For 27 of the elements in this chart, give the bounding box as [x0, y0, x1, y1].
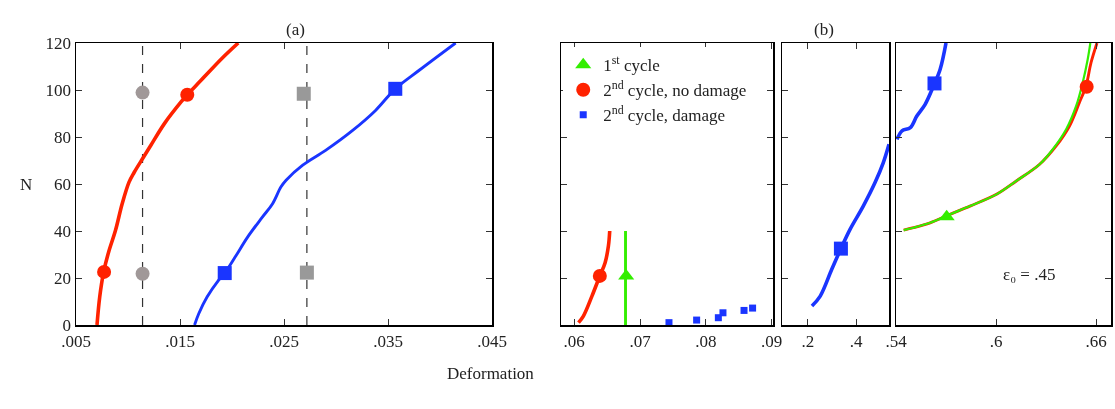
chart-title: (b) — [814, 20, 834, 39]
x-tick-label: .54 — [885, 331, 908, 351]
x-axis-title: Deformation — [447, 364, 535, 383]
y-tick-label: 120 — [45, 33, 72, 53]
y-tick-label: 80 — [54, 127, 72, 147]
annotation: ε₀ = .45 — [1003, 265, 1056, 284]
y-tick-label: 40 — [54, 221, 72, 241]
chart-title: (a) — [286, 20, 305, 39]
x-tick-label: .035 — [373, 331, 403, 351]
x-tick-label: .025 — [269, 331, 299, 351]
x-tick-label: .07 — [629, 331, 652, 351]
x-tick-label: .015 — [165, 331, 195, 351]
y-tick-label: 100 — [45, 80, 72, 100]
x-tick-label: .6 — [989, 331, 1003, 351]
x-tick-label: .4 — [849, 331, 863, 351]
x-tick-label: .66 — [1085, 331, 1107, 351]
legend-label: 1$^{st}$ cycle — [603, 53, 660, 76]
x-tick-label: .2 — [801, 331, 815, 351]
x-tick-label: .08 — [695, 331, 717, 351]
x-tick-label: .09 — [761, 331, 783, 351]
legend-label: 2$^{nd}$ cycle, no damage — [603, 78, 747, 101]
y-tick-label: 60 — [54, 174, 72, 194]
x-tick-label: .045 — [477, 331, 507, 351]
y-axis-title: N — [20, 175, 33, 194]
legend-label: 2$^{nd}$ cycle, damage — [603, 103, 726, 126]
y-tick-label: 20 — [54, 268, 72, 288]
x-tick-label: .06 — [563, 331, 585, 351]
